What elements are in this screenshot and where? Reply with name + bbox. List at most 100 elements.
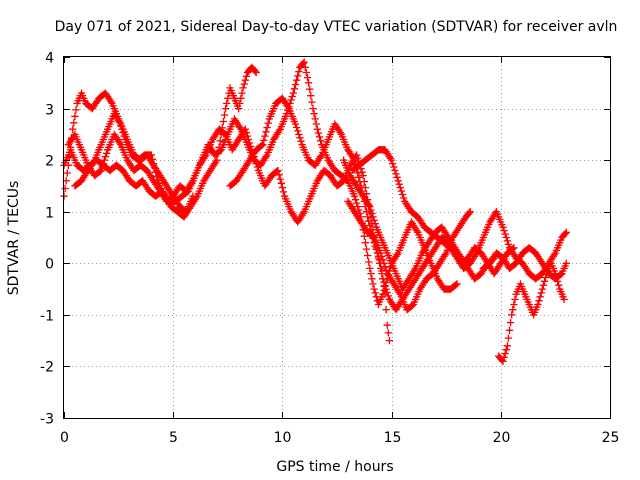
data-point	[101, 153, 110, 161]
data-point	[390, 163, 398, 171]
data-point	[366, 202, 374, 211]
data-point	[381, 290, 389, 298]
data-point	[213, 156, 221, 164]
data-point	[301, 63, 309, 71]
data-point	[99, 159, 107, 168]
x-tick-label: 0	[60, 430, 69, 446]
data-point	[367, 206, 375, 214]
data-point	[245, 139, 254, 147]
data-point	[69, 125, 77, 133]
data-point	[465, 209, 473, 217]
y-tick-label: 3	[45, 103, 54, 119]
data-point	[394, 177, 402, 185]
data-point	[499, 223, 507, 231]
data-point	[287, 96, 295, 104]
data-point	[395, 180, 403, 188]
data-point	[380, 259, 388, 267]
data-point	[501, 230, 509, 238]
data-point	[383, 321, 391, 329]
data-point	[296, 134, 304, 142]
data-point	[371, 289, 379, 297]
data-point	[538, 285, 546, 293]
data-point	[502, 346, 510, 354]
data-point	[314, 129, 323, 137]
data-point	[292, 123, 301, 132]
data-point	[96, 167, 104, 175]
data-point	[356, 177, 364, 186]
data-point	[369, 213, 377, 221]
data-point	[355, 173, 363, 181]
data-point	[295, 67, 303, 76]
data-point	[236, 99, 244, 108]
data-point	[381, 263, 389, 271]
data-point	[98, 163, 106, 171]
data-point	[561, 229, 569, 238]
data-point	[378, 267, 386, 275]
data-point	[62, 177, 70, 185]
data-point	[251, 67, 259, 75]
data-point	[367, 269, 375, 278]
data-point	[354, 169, 362, 177]
data-point	[382, 266, 390, 274]
data-point	[378, 252, 386, 261]
data-point	[100, 156, 109, 164]
chart-title: Day 071 of 2021, Sidereal Day-to-day VTE…	[55, 19, 618, 35]
data-point	[275, 171, 283, 179]
data-point	[393, 173, 401, 181]
data-point	[219, 117, 228, 126]
data-point	[313, 125, 321, 133]
data-point	[397, 187, 406, 195]
data-point	[453, 280, 461, 288]
y-tick-label: 2	[45, 154, 54, 170]
data-point	[381, 281, 389, 290]
y-tick-label: -1	[40, 309, 54, 325]
series-track-4	[71, 94, 394, 345]
y-axis-label: SDTVAR / TECUs	[6, 181, 22, 296]
data-point	[502, 233, 510, 242]
data-point	[534, 300, 542, 309]
data-point	[309, 104, 317, 113]
data-point	[274, 166, 282, 175]
data-point	[350, 156, 359, 164]
data-point	[537, 289, 545, 297]
data-point	[501, 349, 509, 358]
data-point	[536, 293, 544, 301]
data-point	[308, 98, 316, 106]
data-point	[540, 277, 549, 285]
data-layer	[60, 58, 570, 365]
data-point	[291, 120, 300, 128]
data-point	[555, 281, 563, 289]
data-point	[306, 85, 314, 93]
data-point	[452, 281, 460, 289]
data-point	[292, 76, 301, 84]
data-point	[506, 318, 515, 327]
data-point	[562, 259, 570, 267]
data-point	[278, 183, 287, 192]
data-point	[221, 104, 230, 113]
data-point	[499, 357, 507, 365]
data-point	[503, 237, 512, 245]
data-point	[237, 94, 245, 102]
data-point	[370, 285, 378, 293]
y-tick-label: 1	[45, 206, 54, 222]
x-tick-label: 5	[169, 430, 178, 446]
data-point	[368, 209, 376, 218]
data-point	[369, 280, 377, 288]
data-point	[535, 297, 543, 305]
data-point	[291, 80, 300, 89]
data-point	[310, 110, 318, 118]
data-point	[353, 199, 361, 207]
data-point	[71, 112, 79, 120]
data-point	[264, 119, 272, 127]
data-point	[500, 226, 508, 235]
data-point	[243, 132, 252, 140]
data-point	[259, 141, 267, 149]
data-point	[466, 208, 474, 216]
data-point	[258, 141, 266, 150]
data-point	[539, 281, 548, 289]
data-point	[239, 84, 247, 92]
data-point	[63, 169, 71, 177]
data-point	[238, 89, 246, 97]
data-point	[311, 115, 319, 123]
